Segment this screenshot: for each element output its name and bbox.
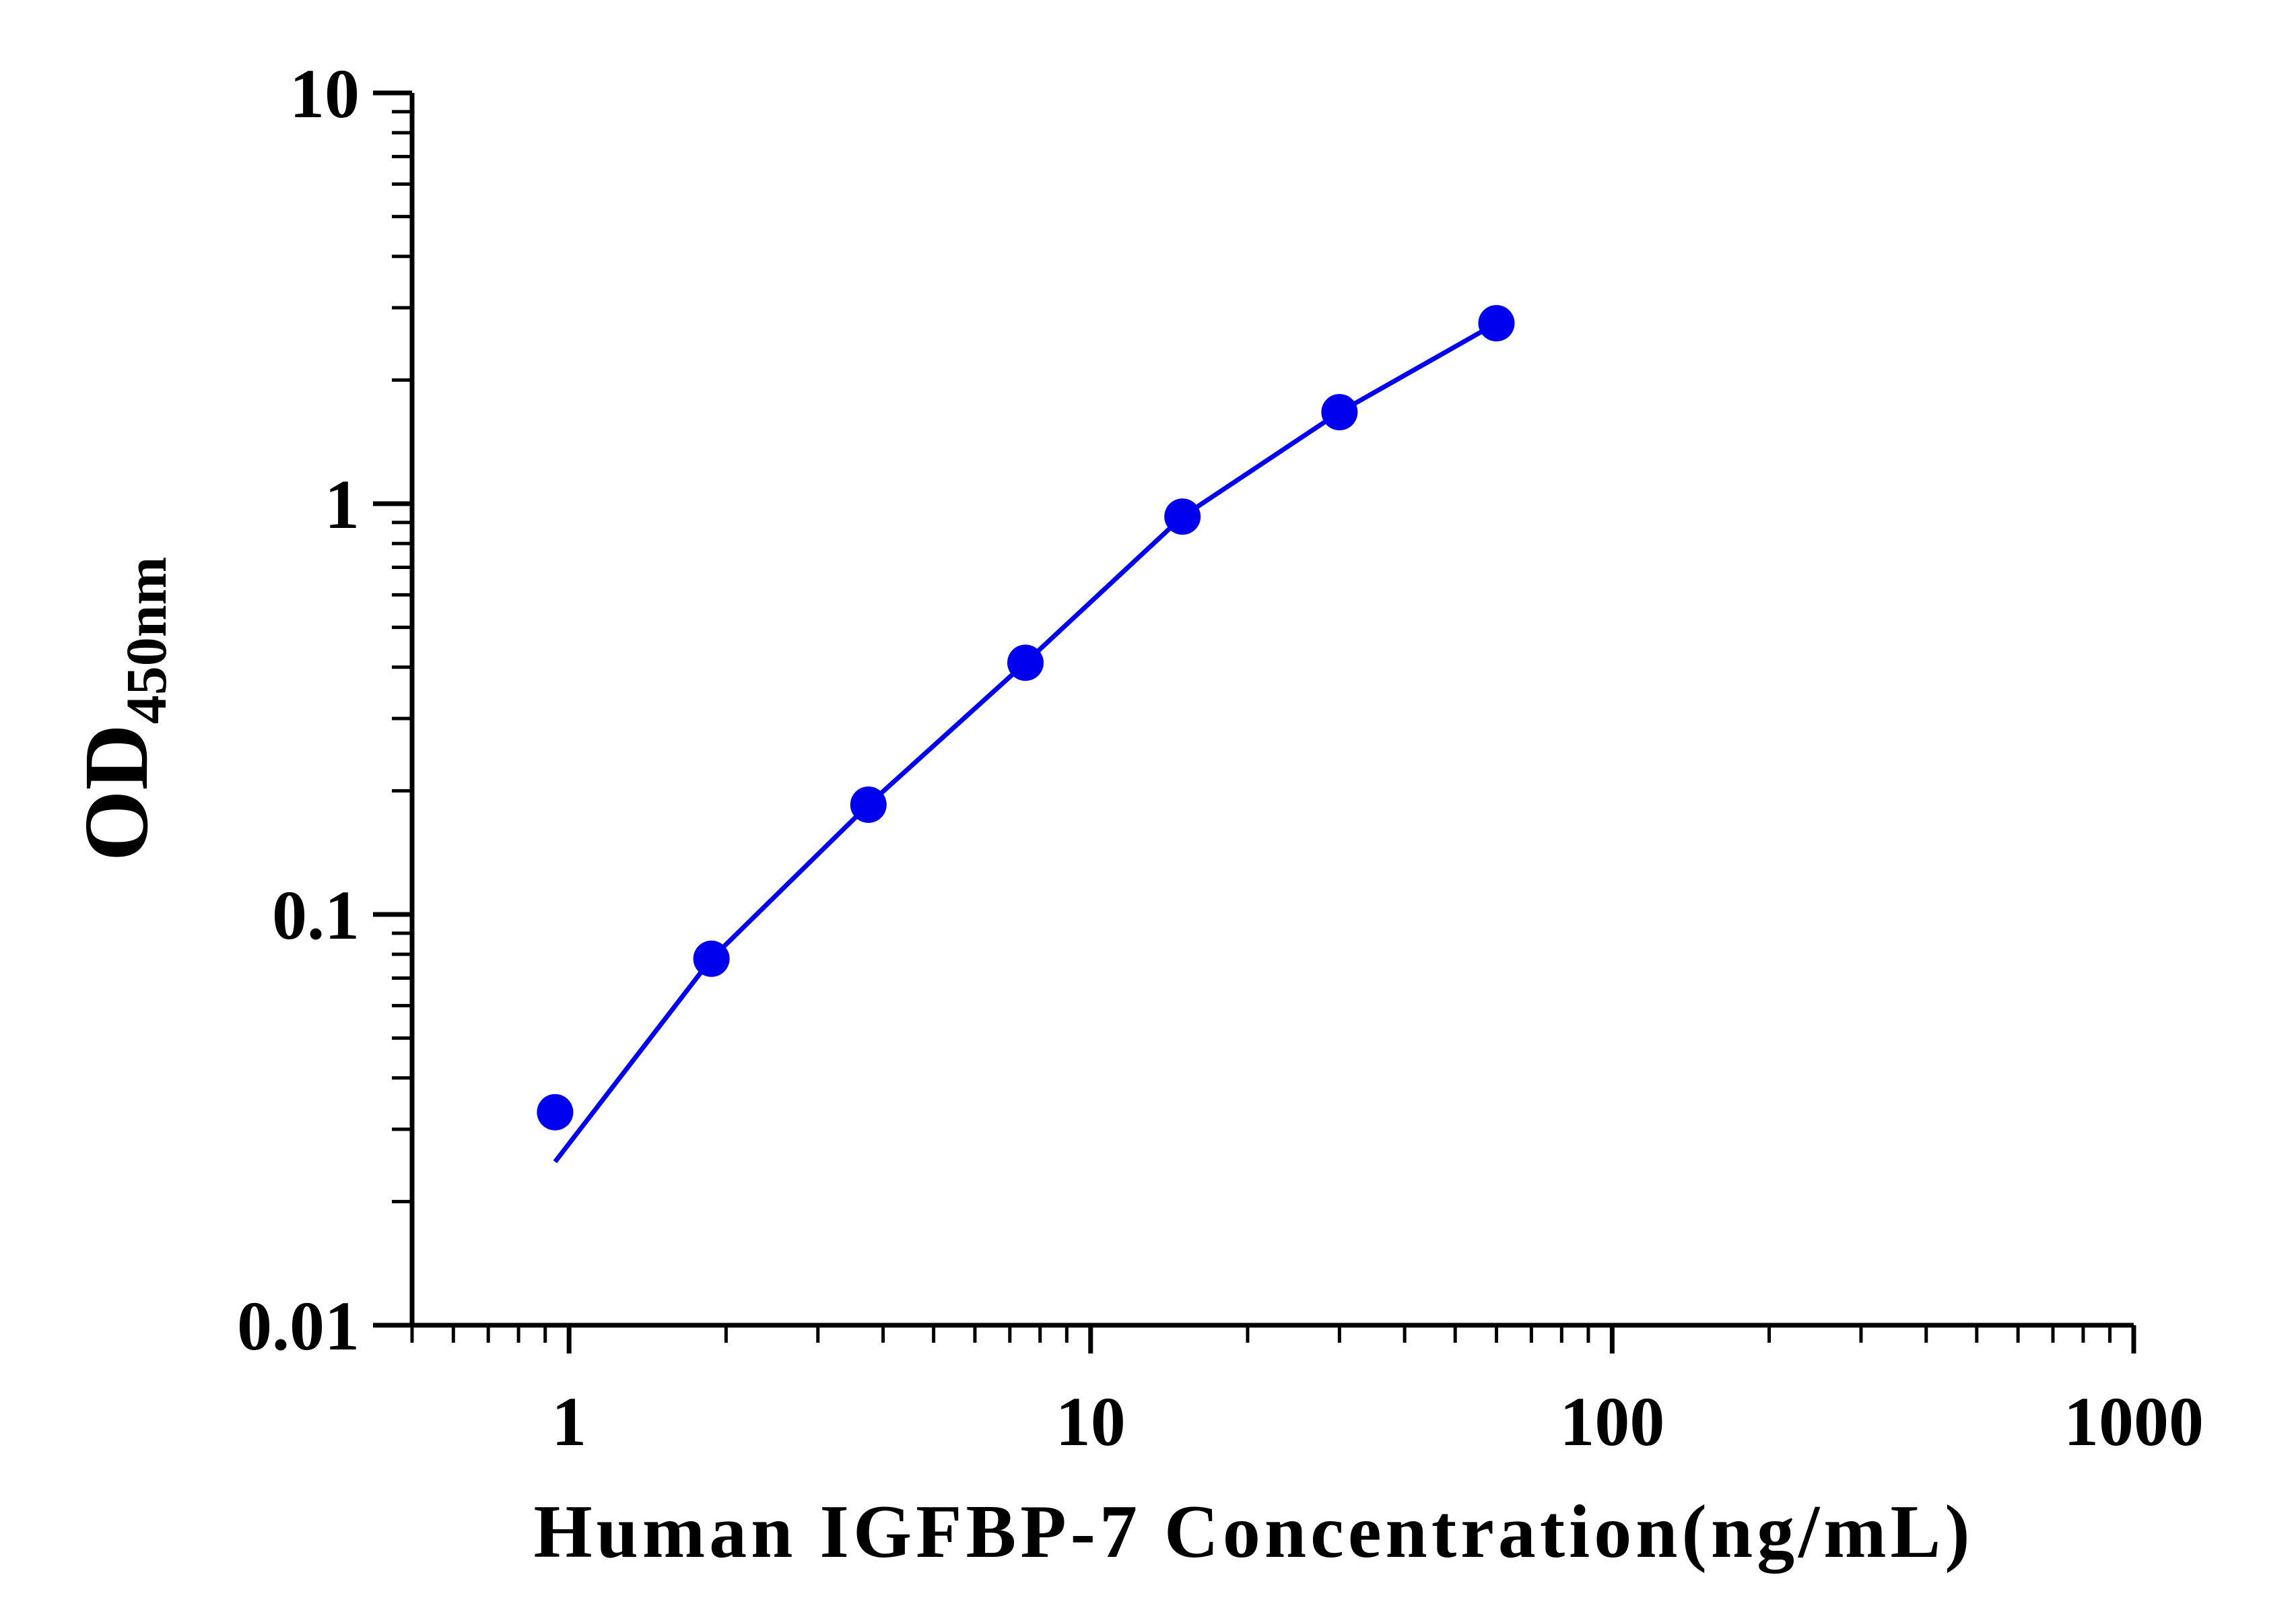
data-point	[1321, 394, 1358, 431]
y-tick-label: 0.01	[237, 1288, 360, 1365]
data-point	[1164, 498, 1201, 535]
y-tick-labels: 0.01 0.1 1 10	[237, 55, 360, 1365]
x-tick-label: 100	[1559, 1383, 1664, 1461]
data-point	[1007, 644, 1044, 681]
y-tick-label: 0.1	[272, 877, 360, 954]
minor-ticks	[392, 110, 2112, 1343]
data-point	[850, 787, 887, 823]
x-tick-labels: 1 10 100 1000	[551, 1383, 2204, 1461]
data-points	[537, 305, 1515, 1131]
data-point	[537, 1094, 574, 1131]
fit-line	[553, 321, 1498, 1164]
x-tick-label: 1000	[2064, 1383, 2204, 1461]
data-point	[693, 940, 730, 977]
y-axis-title-subscript: 450nm	[114, 557, 178, 724]
x-tick-label: 1	[551, 1383, 586, 1461]
y-axis-title-main: OD	[66, 724, 167, 861]
y-tick-label: 10	[290, 55, 360, 133]
y-tick-label: 1	[325, 466, 360, 543]
major-ticks	[373, 90, 2136, 1354]
y-axis-title: OD450nm	[66, 557, 178, 861]
data-point	[1478, 305, 1515, 341]
x-tick-label: 10	[1056, 1383, 1126, 1461]
x-axis-title: Human IGFBP-7 Concentration(ng/mL)	[533, 1490, 1973, 1574]
